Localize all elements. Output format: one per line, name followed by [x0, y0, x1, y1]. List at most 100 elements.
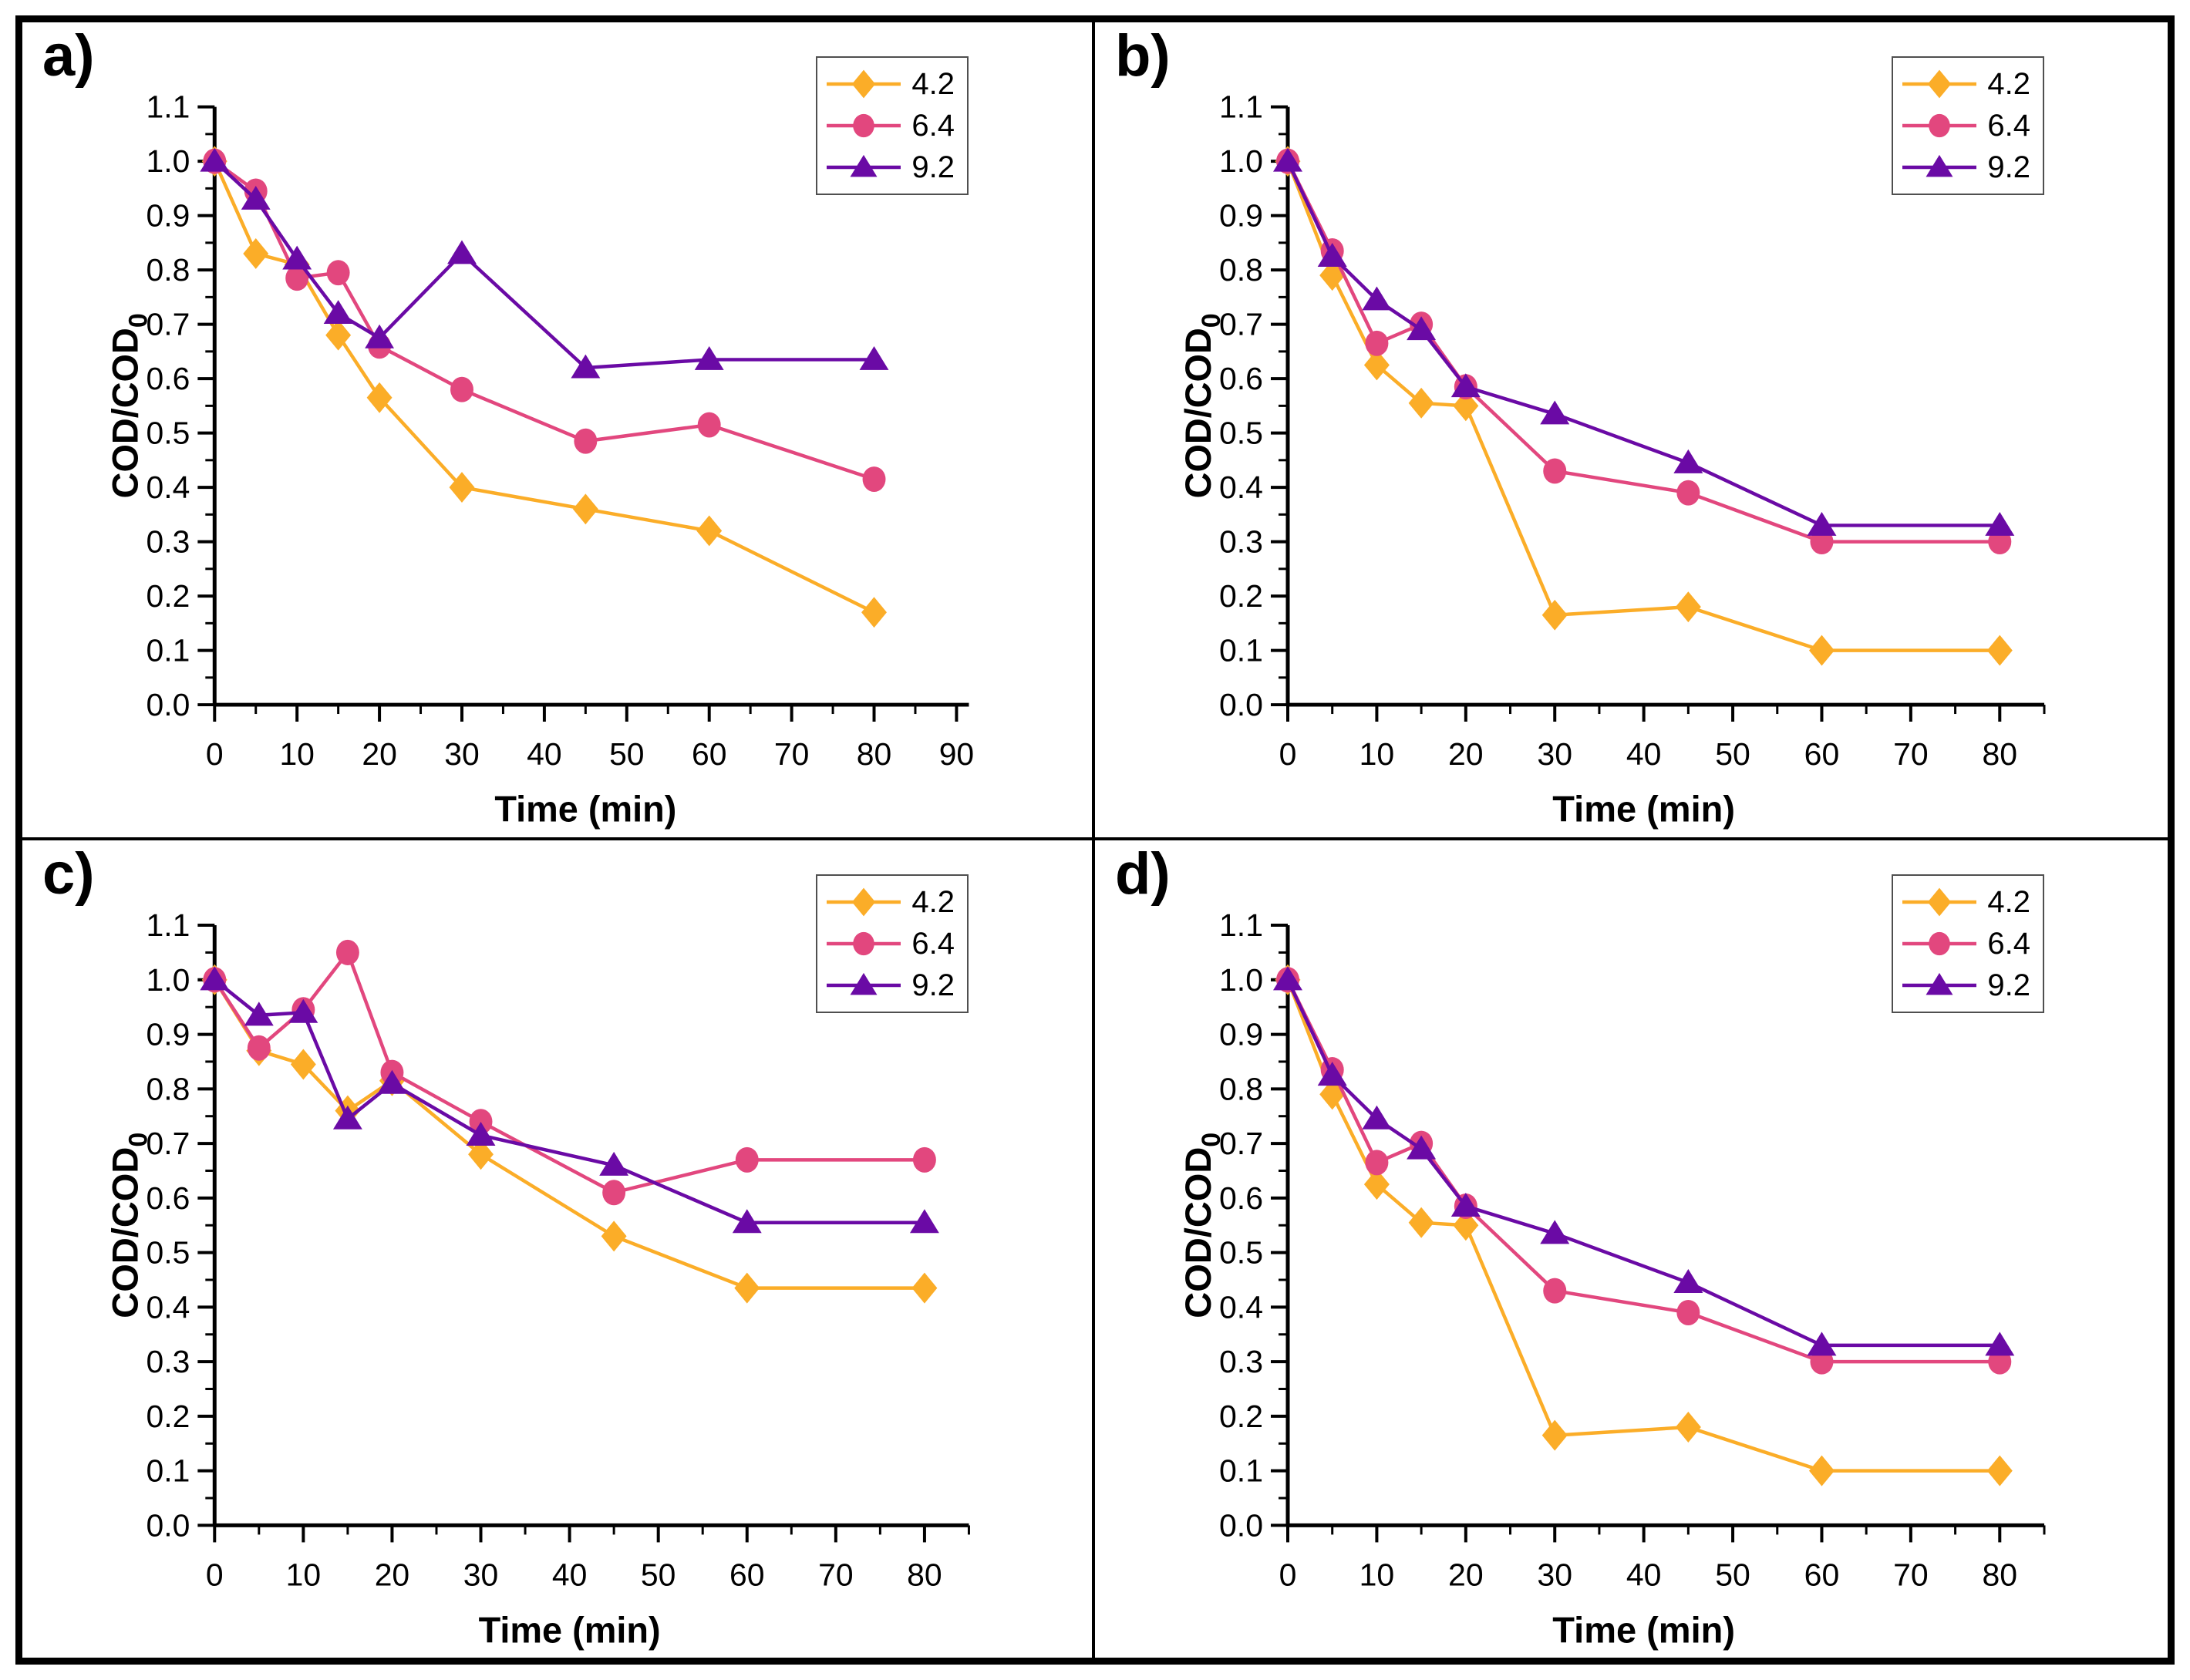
legend-marker-triangle-icon [827, 972, 901, 995]
x-tick-label: 10 [286, 1557, 321, 1592]
x-tick-label: 30 [1537, 1557, 1572, 1592]
series-line [1285, 978, 2000, 1347]
y-tick-label: 0.9 [147, 1016, 190, 1052]
series-line [1285, 160, 2000, 544]
x-tick-label: 0 [206, 1557, 224, 1592]
x-tick-label: 10 [279, 736, 314, 772]
y-tick-label: 0.3 [1219, 1344, 1263, 1379]
data-point-triangle [1540, 1219, 1570, 1244]
x-axis-title: Time (min) [479, 1610, 661, 1650]
x-tick-label: 40 [1626, 1557, 1662, 1592]
data-point-triangle [200, 965, 230, 990]
x-tick-label: 70 [1893, 1557, 1929, 1592]
x-tick-label: 30 [444, 736, 479, 772]
data-point-circle [1365, 1149, 1389, 1175]
x-tick-label: 20 [1448, 736, 1484, 772]
data-point-circle [735, 1146, 759, 1173]
y-tick-label: 0.4 [1219, 1289, 1263, 1325]
x-tick-label: 40 [1626, 736, 1662, 772]
y-tick-label: 0.5 [147, 1234, 190, 1270]
y-axis-title-subscript: 0 [124, 1132, 153, 1146]
data-point-diamond [243, 238, 269, 269]
x-tick-label: 60 [1804, 1557, 1840, 1592]
panel-label-b: b) [1115, 23, 1171, 89]
chart-b: 0.0 0.1 0.2 0.3 0.4 0.5 0.6 0.7 0.8 0.9 1.0 1.1 0 10 2… [1178, 89, 2046, 830]
y-axis-title: COD/COD0 [106, 1132, 153, 1318]
data-point-circle [912, 1146, 936, 1173]
data-point-triangle [1926, 972, 1953, 995]
y-tick-label: 1.0 [1219, 143, 1263, 179]
series-line [1285, 978, 2000, 1473]
data-point-triangle [447, 240, 477, 264]
data-point-diamond [601, 1220, 627, 1251]
y-tick-label: 0.2 [147, 1398, 190, 1433]
y-tick-label: 1.1 [1219, 907, 1263, 943]
legend-label: 6.4 [1987, 109, 2030, 143]
data-point-diamond [1928, 887, 1952, 916]
data-point-circle [1929, 931, 1951, 955]
data-point-diamond [1541, 599, 1568, 631]
data-point-diamond [1986, 635, 2013, 666]
data-point-triangle [241, 186, 271, 210]
panel-label-c: c) [42, 840, 95, 907]
data-point-triangle [1673, 1268, 1703, 1293]
data-point-triangle [365, 324, 395, 348]
series-4.2 [201, 146, 887, 628]
data-point-circle [285, 265, 309, 291]
series-6.4 [203, 148, 886, 492]
x-axis-title: Time (min) [1552, 1609, 1735, 1650]
legend-item: 4.2 [827, 882, 955, 922]
x-tick-label: 0 [1279, 1557, 1297, 1592]
series-line [213, 978, 925, 1290]
panel-grid: a) 0.0 0.1 0.2 0.3 0.4 0.5 0.6 0.7 0.8 0.9 1.0 1.1 0… [22, 22, 2168, 1658]
legend-item: 4.2 [827, 64, 955, 104]
y-axis-title: COD/COD0 [106, 313, 153, 498]
data-point-circle [697, 412, 721, 438]
series-4.2 [1275, 964, 2013, 1486]
data-point-diamond [1363, 349, 1390, 381]
data-point-diamond [852, 887, 876, 916]
y-axis-title-subscript: 0 [124, 313, 153, 328]
chart-a: 0.0 0.1 0.2 0.3 0.4 0.5 0.6 0.7 0.8 0.9 1.0 1.1 0 10 2… [106, 89, 975, 830]
panel-c: c) 0.0 0.1 0.2 0.3 0.4 0.5 0.6 0.7 0.8 0.9 1.0 1.1 0… [22, 840, 1095, 1658]
y-tick-label: 0.8 [1219, 1071, 1263, 1106]
x-axis-title: Time (min) [1552, 789, 1735, 830]
series-9.2 [1273, 965, 2015, 1355]
y-tick-label: 1.0 [147, 143, 190, 179]
y-tick-label: 0.7 [1219, 307, 1263, 342]
series-9.2 [1273, 147, 2015, 536]
legend-marker-triangle-icon [1902, 154, 1977, 177]
legend-item: 4.2 [1902, 882, 2030, 922]
panel-label-d: d) [1115, 840, 1171, 907]
x-tick-label: 70 [1893, 736, 1929, 772]
data-point-diamond [861, 597, 887, 628]
y-tick-label: 0.0 [1219, 1507, 1263, 1543]
axes: 0.0 0.1 0.2 0.3 0.4 0.5 0.6 0.7 0.8 0.9 1.0 1.1 0 10 2… [147, 907, 970, 1592]
y-tick-label: 0.4 [1219, 470, 1263, 505]
x-tick-label: 30 [1537, 736, 1572, 772]
legend-marker-diamond-icon [827, 69, 901, 99]
y-tick-label: 0.4 [147, 1289, 190, 1325]
data-point-triangle [1407, 1135, 1437, 1160]
legend-c: 4.2 6.4 9.2 [816, 874, 969, 1013]
data-point-diamond [325, 319, 352, 351]
data-point-triangle [1926, 154, 1953, 177]
legend-item: 9.2 [827, 147, 955, 187]
y-tick-label: 1.0 [1219, 961, 1263, 997]
legend-item: 6.4 [1902, 106, 2030, 146]
data-point-diamond [1363, 1168, 1390, 1200]
y-tick-label: 0.8 [147, 252, 190, 288]
axes: 0.0 0.1 0.2 0.3 0.4 0.5 0.6 0.7 0.8 0.9 1.0 1.1 0 10 2… [1219, 89, 2046, 772]
data-point-circle [1365, 330, 1389, 356]
x-tick-label: 20 [1448, 1557, 1484, 1592]
data-point-triangle [850, 154, 878, 177]
x-tick-label: 70 [818, 1557, 853, 1592]
data-point-diamond [468, 1138, 494, 1170]
series-line [213, 160, 874, 370]
data-point-circle [1676, 1299, 1700, 1325]
y-axis-title: COD/COD0 [1178, 1132, 1226, 1318]
data-point-triangle [288, 998, 318, 1023]
data-point-triangle [1407, 316, 1437, 341]
legend-b: 4.2 6.4 9.2 [1892, 56, 2044, 195]
data-point-triangle [323, 300, 353, 324]
